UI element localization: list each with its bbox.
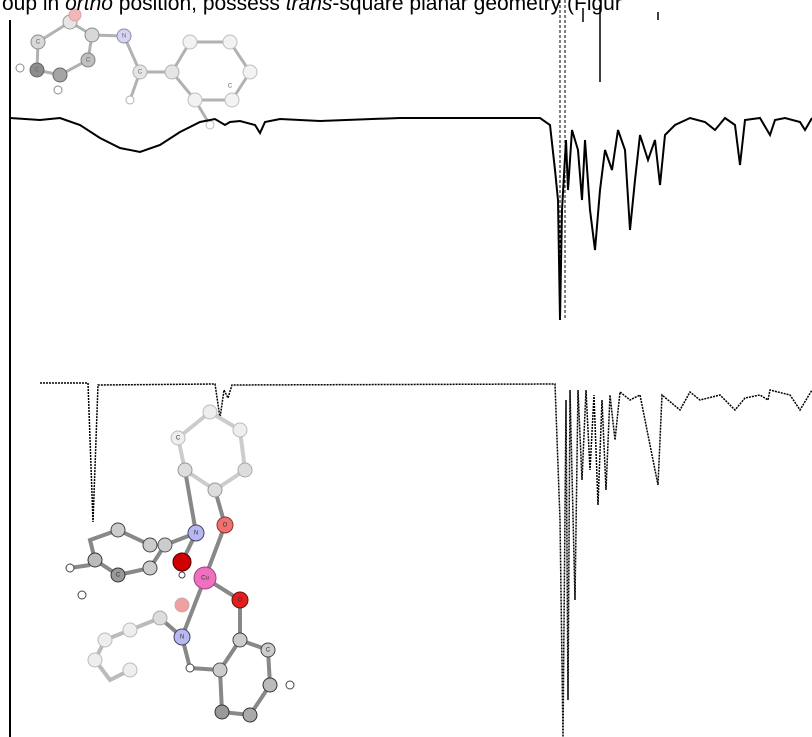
text-run: oup in [2,0,65,15]
atom-label: C [35,68,40,74]
page: C C C N C C [0,0,812,737]
atom-label: N [122,34,126,40]
atom-label: C [266,648,271,654]
atom-label: C [36,40,41,46]
atom-label: O [238,598,243,604]
text-run: position, possess [113,0,286,15]
atom-label: O [223,523,228,529]
atom-label: Cu [201,576,209,582]
atom-label: C [228,84,233,90]
atom-label: N [180,635,184,641]
text-run-italic: trans [286,0,333,15]
molecule-bottom: C N O Cu O N C C [66,405,294,722]
spectrum-solid [10,118,812,320]
caption-text: oup in ortho position, possess trans-squ… [2,0,622,16]
atom-label: N [194,531,198,537]
molecule-top: C C C N C C [16,9,257,129]
figure: C C C N C C [0,0,812,737]
atom-label: C [138,70,143,76]
atom-label: C [176,436,181,442]
text-run-italic: ortho [65,0,113,15]
atom-label: C [116,573,121,579]
atom-label: C [86,58,91,64]
text-run: -square planar geometry (Figur [332,0,621,15]
